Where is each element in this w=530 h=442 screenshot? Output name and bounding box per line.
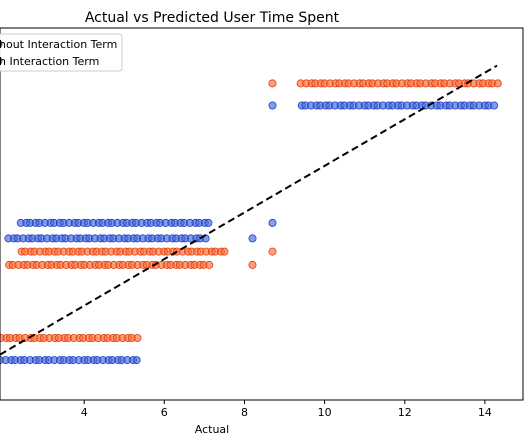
data-point [204, 218, 213, 227]
data-point [132, 356, 141, 365]
x-tick-label: 4 [81, 406, 88, 419]
legend-label-series-b: h Interaction Term [0, 55, 99, 68]
data-point [490, 101, 499, 110]
reference-line [0, 64, 498, 356]
data-point [268, 218, 277, 227]
x-tick-label: 12 [398, 406, 412, 419]
chart-title: Actual vs Predicted User Time Spent [85, 10, 340, 26]
reference-line-group [0, 64, 498, 356]
legend-label-series-a: hout Interaction Term [0, 38, 117, 51]
legend-marker-series-b [0, 56, 3, 66]
legend: hout Interaction Term h Interaction Term [0, 33, 123, 72]
data-point [133, 333, 142, 342]
x-tick-label: 6 [161, 406, 168, 419]
data-point [248, 234, 257, 243]
x-tick-label: 14 [478, 406, 492, 419]
x-axis-label: Actual [195, 423, 229, 436]
data-point [220, 247, 229, 256]
data-point [268, 101, 277, 110]
data-point [248, 260, 257, 269]
data-point [268, 247, 277, 256]
data-point [493, 79, 502, 88]
x-tick-label: 8 [241, 406, 248, 419]
data-points [0, 79, 502, 365]
data-point [268, 79, 277, 88]
x-axis-ticks: 4 6 8 10 12 14 [81, 400, 492, 419]
legend-box [0, 33, 123, 72]
plot-area [0, 27, 524, 401]
x-tick-label: 10 [318, 406, 332, 419]
data-point [205, 260, 214, 269]
legend-marker-series-a [0, 39, 3, 49]
